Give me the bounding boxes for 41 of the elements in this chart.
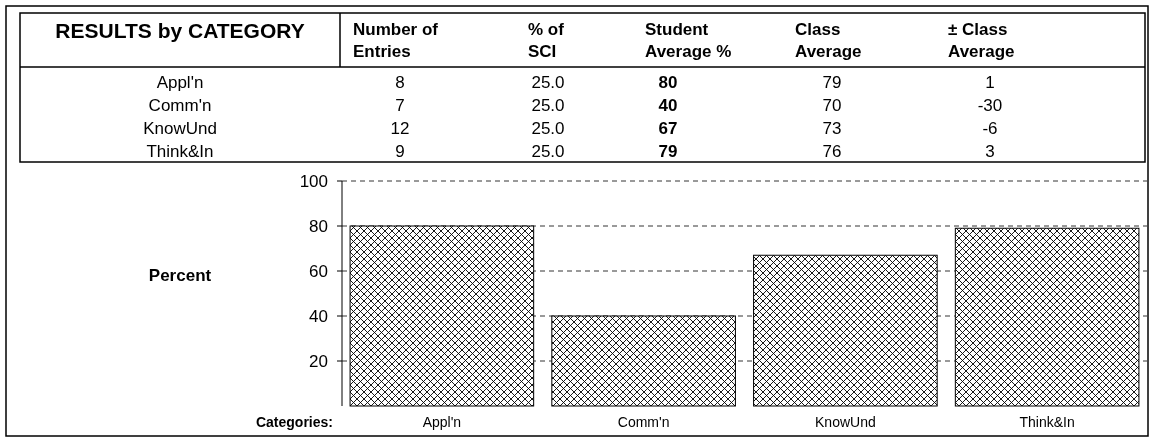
text: Student Average %: [645, 20, 732, 61]
x-tick-label: Comm'n: [617, 414, 670, 430]
data-label: 9: [395, 142, 405, 161]
data-label: 73: [822, 119, 842, 138]
data-label: 40: [658, 96, 678, 115]
text: Class Average: [795, 20, 862, 61]
y-axis-title: Percent: [148, 266, 212, 285]
data-label: 25.0: [531, 73, 565, 92]
category-label: Think&In: [146, 142, 214, 161]
data-label: -30: [977, 96, 1003, 115]
data-label: 80: [658, 73, 678, 92]
data-label: 25.0: [531, 142, 565, 161]
data-label: 76: [822, 142, 842, 161]
text: ± Class Average: [948, 20, 1015, 61]
y-tick-label: 60: [309, 261, 328, 281]
x-tick-label: KnowUnd: [815, 414, 876, 430]
data-label: -6: [982, 119, 998, 138]
data-label: 25.0: [531, 119, 565, 138]
data-label: 79: [658, 142, 678, 161]
data-label: 8: [395, 73, 405, 92]
category-label: Comm'n: [148, 96, 212, 115]
data-label: 12: [390, 119, 410, 138]
x-axis-title: Categories:: [255, 414, 333, 430]
x-tick-label: Appl'n: [422, 414, 462, 430]
text: % of SCI: [528, 20, 565, 61]
category-label: KnowUnd: [143, 119, 217, 138]
data-label: 7: [395, 96, 405, 115]
data-label: 3: [985, 142, 995, 161]
x-tick-label: Think&In: [1019, 414, 1075, 430]
y-tick-label: 100: [299, 171, 328, 191]
data-label: 70: [822, 96, 842, 115]
text: Number of Entries: [353, 20, 439, 61]
data-label: 25.0: [531, 96, 565, 115]
data-label: 79: [822, 73, 842, 92]
y-tick-label: 40: [309, 306, 328, 326]
data-label: 67: [658, 119, 678, 138]
text: RESULTS by CATEGORY: [55, 19, 305, 42]
category-label: Appl'n: [156, 73, 204, 92]
y-tick-label: 20: [309, 351, 328, 371]
data-label: 1: [985, 73, 995, 92]
y-tick-label: 80: [309, 216, 328, 236]
